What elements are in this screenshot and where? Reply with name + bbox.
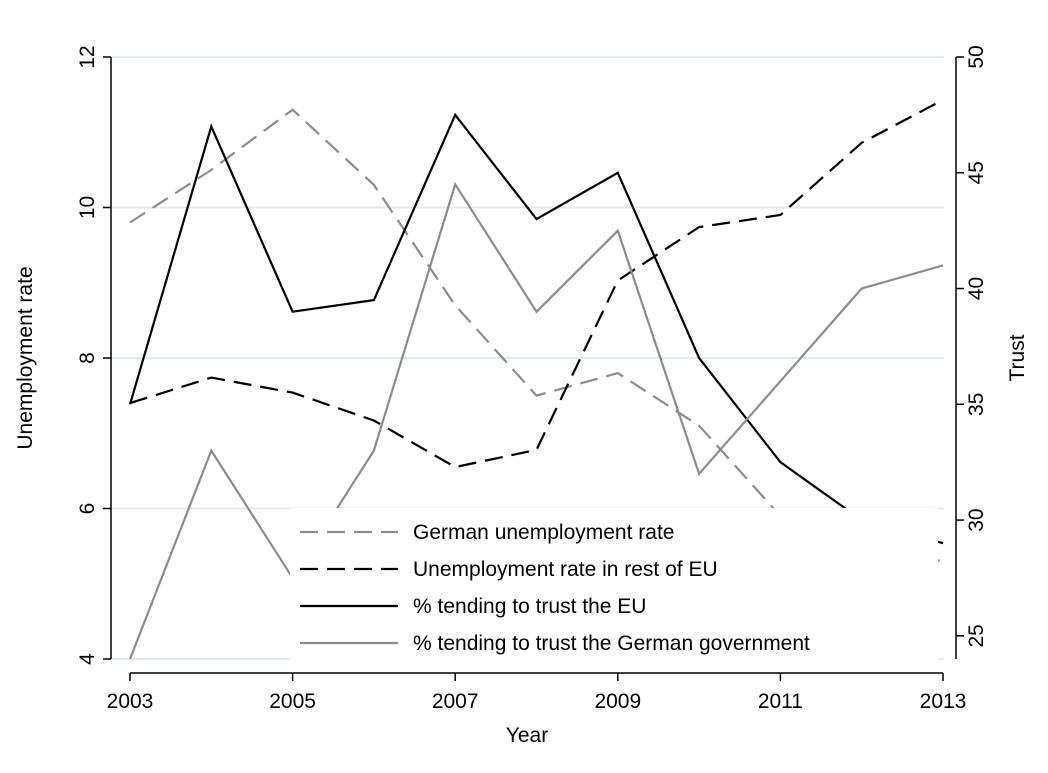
- x-tick-label: 2013: [920, 690, 967, 713]
- legend: German unemployment rate Unemployment rat…: [290, 508, 938, 666]
- x-tick-label: 2003: [107, 690, 154, 713]
- x-tick-label: 2005: [269, 690, 316, 713]
- y-right-tick-label: 25: [965, 624, 988, 647]
- y-left-tick-label: 6: [76, 503, 99, 515]
- series-line-2: [128, 112, 944, 545]
- axes: 4 6 8 10 12 25 30 35 40 45 50 2003 2005 2007 2009 2011 2…: [76, 45, 988, 713]
- y-right-tick-label: 30: [965, 508, 988, 531]
- x-tick-label: 2007: [432, 690, 479, 713]
- legend-label-1: Unemployment rate in rest of EU: [413, 558, 718, 581]
- y-right-tick-label: 45: [965, 161, 988, 184]
- series-line-1: [129, 98, 944, 469]
- legend-box: [290, 508, 938, 666]
- y-left-tick-label: 8: [76, 352, 99, 364]
- x-axis-label: Year: [506, 724, 548, 747]
- x-tick-label: 2011: [758, 690, 803, 713]
- y-right-tick-label: 40: [965, 277, 988, 300]
- y-axis-right-label: Trust: [1006, 334, 1029, 381]
- y-left-tick-label: 10: [76, 196, 99, 219]
- x-tick-label: 2009: [594, 690, 641, 713]
- y-right-tick-label: 50: [965, 45, 988, 68]
- y-right-tick-label: 35: [965, 393, 988, 416]
- y-axis-left-label: Unemployment rate: [14, 266, 37, 449]
- legend-label-3: % tending to trust the German government: [413, 632, 810, 655]
- y-left-tick-label: 12: [76, 45, 99, 68]
- y-left-tick-label: 4: [76, 653, 99, 665]
- legend-label-0: German unemployment rate: [413, 521, 674, 544]
- legend-label-2: % tending to trust the EU: [413, 595, 646, 618]
- series-line-3: [128, 181, 944, 660]
